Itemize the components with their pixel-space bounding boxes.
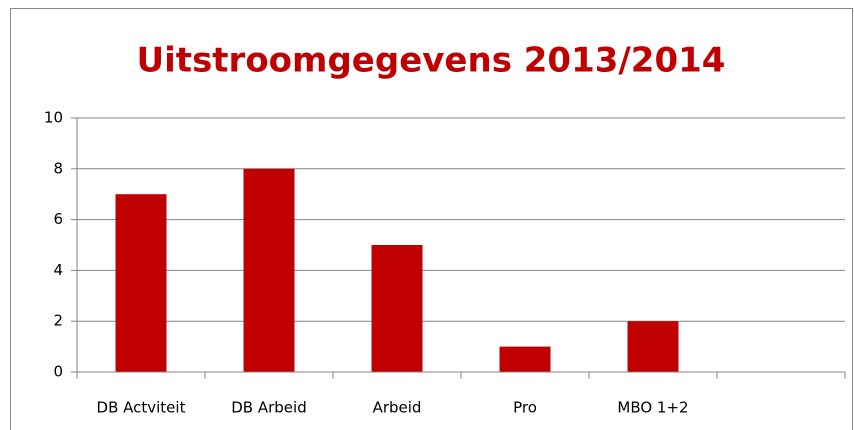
bar (115, 194, 167, 372)
x-tick-label: Arbeid (373, 399, 422, 417)
bar (499, 346, 551, 372)
y-tick-label: 6 (53, 210, 63, 228)
chart-title: Uitstroomgegevens 2013/2014 (137, 41, 726, 81)
y-tick-label: 10 (44, 109, 63, 127)
y-tick-label: 2 (53, 312, 63, 330)
x-tick-label: DB Arbeid (231, 399, 306, 417)
x-tick-label: MBO 1+2 (617, 399, 688, 417)
x-tick-label: DB Actviteit (97, 399, 186, 417)
bar (627, 321, 679, 372)
bar (371, 245, 423, 372)
y-tick-label: 8 (53, 159, 63, 177)
bar (243, 168, 295, 372)
x-tick-label: Pro (513, 399, 537, 417)
y-tick-label: 0 (53, 363, 63, 381)
y-tick-label: 4 (53, 261, 63, 279)
